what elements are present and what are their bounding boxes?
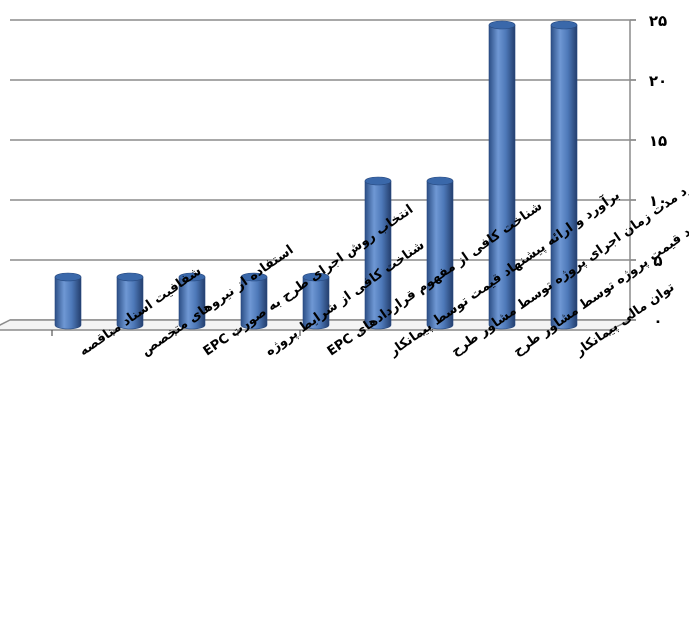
bar xyxy=(488,20,516,330)
bar-body xyxy=(364,180,392,330)
bar xyxy=(54,272,82,330)
bar-body xyxy=(116,276,144,330)
bars xyxy=(54,20,578,330)
bar xyxy=(426,176,454,330)
bar xyxy=(178,272,206,330)
y-tick-label: ۲۰ xyxy=(649,72,667,90)
bar xyxy=(302,272,330,330)
bar-top xyxy=(116,272,144,282)
bar-body xyxy=(54,276,82,330)
y-tick-label: ۲۵ xyxy=(649,12,667,30)
bar-body xyxy=(302,276,330,330)
bar-top xyxy=(178,272,206,282)
bar-top xyxy=(240,272,268,282)
bar-body xyxy=(240,276,268,330)
bar-top xyxy=(426,176,454,186)
bar-body xyxy=(178,276,206,330)
bar-body xyxy=(550,24,578,330)
bar-top xyxy=(364,176,392,186)
bar xyxy=(364,176,392,330)
bar-top xyxy=(550,20,578,30)
bar xyxy=(550,20,578,330)
bar-top xyxy=(488,20,516,30)
y-tick-labels: ۰ ۵ ۱۰ ۱۵ ۲۰ ۲۵ xyxy=(649,12,667,330)
y-tick-label: ۱۰ xyxy=(649,192,667,210)
y-tick-label: ۵ xyxy=(653,252,662,270)
bar-top xyxy=(302,272,330,282)
bar-body xyxy=(488,24,516,330)
bar xyxy=(240,272,268,330)
bar xyxy=(116,272,144,330)
y-tick-label: ۱۵ xyxy=(649,132,667,150)
bar-body xyxy=(426,180,454,330)
y-tick-label: ۰ xyxy=(653,312,662,330)
bar-top xyxy=(54,272,82,282)
